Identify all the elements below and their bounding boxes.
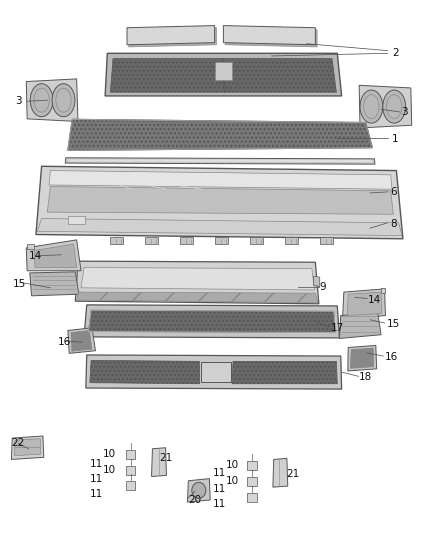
Bar xyxy=(110,237,123,244)
Text: 16: 16 xyxy=(58,337,71,347)
Text: 8: 8 xyxy=(390,219,396,229)
Polygon shape xyxy=(26,79,78,122)
Text: 11: 11 xyxy=(213,484,226,494)
Bar xyxy=(250,237,263,244)
Text: 21: 21 xyxy=(286,470,300,479)
Polygon shape xyxy=(314,276,320,287)
Text: 11: 11 xyxy=(213,469,226,478)
Polygon shape xyxy=(36,166,403,239)
Polygon shape xyxy=(14,439,41,456)
Text: 11: 11 xyxy=(90,459,103,469)
Text: 1: 1 xyxy=(392,134,399,143)
Bar xyxy=(247,477,257,486)
Polygon shape xyxy=(47,187,393,214)
Polygon shape xyxy=(71,330,92,351)
Polygon shape xyxy=(347,292,382,316)
Polygon shape xyxy=(69,159,372,162)
Text: 17: 17 xyxy=(331,323,344,333)
Polygon shape xyxy=(81,268,314,290)
Text: 11: 11 xyxy=(90,474,103,483)
Text: 20: 20 xyxy=(188,495,201,505)
Text: 10: 10 xyxy=(226,476,239,486)
Text: 21: 21 xyxy=(159,454,172,463)
Bar xyxy=(180,237,193,244)
Polygon shape xyxy=(201,362,231,382)
Text: 10: 10 xyxy=(103,465,116,475)
Text: 15: 15 xyxy=(386,319,399,329)
Text: 11: 11 xyxy=(213,499,226,509)
Polygon shape xyxy=(65,158,375,164)
Ellipse shape xyxy=(30,84,53,117)
Polygon shape xyxy=(84,305,339,338)
Ellipse shape xyxy=(383,90,406,123)
Polygon shape xyxy=(225,28,317,47)
Bar xyxy=(126,450,135,459)
Polygon shape xyxy=(232,361,337,384)
Polygon shape xyxy=(127,26,215,45)
Polygon shape xyxy=(27,244,34,249)
Text: 14: 14 xyxy=(368,295,381,304)
Polygon shape xyxy=(68,328,95,353)
Polygon shape xyxy=(359,85,412,128)
Text: 11: 11 xyxy=(90,489,103,498)
Bar xyxy=(215,237,228,244)
Polygon shape xyxy=(26,240,81,271)
Polygon shape xyxy=(110,59,336,92)
Text: 16: 16 xyxy=(385,352,398,362)
Bar xyxy=(285,237,298,244)
Ellipse shape xyxy=(52,84,75,117)
Polygon shape xyxy=(75,261,319,304)
Ellipse shape xyxy=(192,482,206,498)
Text: 15: 15 xyxy=(13,279,26,288)
Polygon shape xyxy=(339,312,381,338)
Polygon shape xyxy=(77,292,318,303)
Polygon shape xyxy=(49,171,392,189)
Polygon shape xyxy=(90,360,200,384)
Polygon shape xyxy=(34,244,77,268)
Polygon shape xyxy=(86,355,342,389)
Text: 10: 10 xyxy=(103,449,116,459)
Polygon shape xyxy=(381,288,385,293)
Text: 3: 3 xyxy=(15,96,22,106)
Bar xyxy=(247,461,257,470)
Polygon shape xyxy=(152,448,166,477)
Bar xyxy=(126,466,135,475)
Polygon shape xyxy=(187,479,210,502)
Polygon shape xyxy=(350,348,374,368)
Polygon shape xyxy=(215,62,232,80)
Polygon shape xyxy=(273,458,288,487)
Polygon shape xyxy=(129,28,216,47)
Polygon shape xyxy=(88,310,336,333)
Bar xyxy=(247,493,257,502)
Text: 10: 10 xyxy=(226,460,239,470)
Polygon shape xyxy=(30,272,79,296)
Bar xyxy=(126,481,135,490)
Polygon shape xyxy=(343,289,385,320)
Polygon shape xyxy=(11,436,44,459)
Polygon shape xyxy=(68,119,372,150)
Polygon shape xyxy=(223,26,315,45)
Text: 22: 22 xyxy=(11,439,24,448)
Polygon shape xyxy=(348,345,377,371)
Bar xyxy=(320,237,333,244)
Ellipse shape xyxy=(360,90,383,123)
Polygon shape xyxy=(37,219,402,236)
Text: 6: 6 xyxy=(390,187,396,197)
Text: 3: 3 xyxy=(401,107,407,117)
Bar xyxy=(145,237,158,244)
Polygon shape xyxy=(68,216,85,224)
Text: 2: 2 xyxy=(392,49,399,58)
Text: 9: 9 xyxy=(320,282,326,292)
Text: 14: 14 xyxy=(28,251,42,261)
Polygon shape xyxy=(105,53,342,96)
Text: 18: 18 xyxy=(359,373,372,382)
